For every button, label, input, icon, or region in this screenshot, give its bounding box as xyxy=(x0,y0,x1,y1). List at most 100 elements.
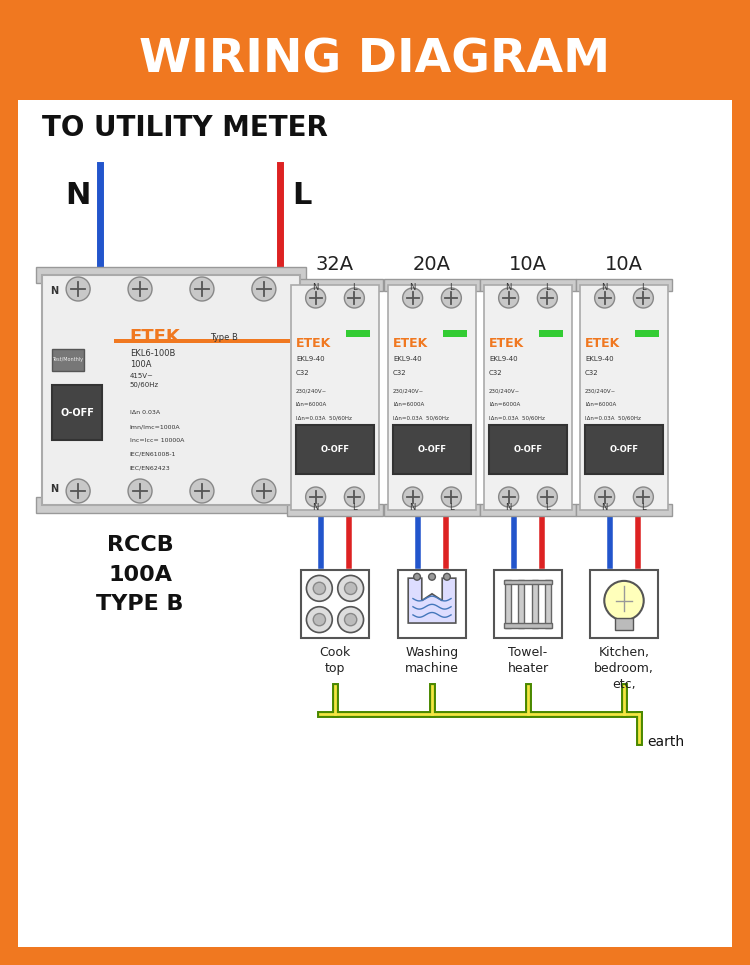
Bar xyxy=(503,623,553,628)
Circle shape xyxy=(595,288,615,308)
Bar xyxy=(585,425,663,474)
Text: L: L xyxy=(641,283,646,291)
Text: IEC/EN61008-1: IEC/EN61008-1 xyxy=(130,452,176,456)
Text: 20A: 20A xyxy=(413,256,451,274)
Text: EKL9-40: EKL9-40 xyxy=(393,356,422,362)
Text: ETEK: ETEK xyxy=(489,337,524,350)
Circle shape xyxy=(66,479,90,503)
Circle shape xyxy=(604,581,644,620)
Circle shape xyxy=(338,575,364,601)
Text: IΔn 0.03A: IΔn 0.03A xyxy=(130,410,160,416)
Text: IΔn=0.03A  50/60Hz: IΔn=0.03A 50/60Hz xyxy=(393,415,448,420)
Bar xyxy=(442,330,467,337)
Circle shape xyxy=(338,607,364,633)
Text: ETEK: ETEK xyxy=(585,337,620,350)
Text: IΔn=0.03A  50/60Hz: IΔn=0.03A 50/60Hz xyxy=(296,415,352,420)
Circle shape xyxy=(344,288,364,308)
Text: N: N xyxy=(602,504,608,512)
Text: EKL6-100B: EKL6-100B xyxy=(130,348,175,358)
Text: N: N xyxy=(506,283,512,291)
Text: WIRING DIAGRAM: WIRING DIAGRAM xyxy=(140,38,610,82)
Text: Washing
machine: Washing machine xyxy=(405,646,459,675)
Circle shape xyxy=(443,573,450,580)
Text: L: L xyxy=(292,180,312,209)
Text: EKL9-40: EKL9-40 xyxy=(489,356,518,362)
Text: TO UTILITY METER: TO UTILITY METER xyxy=(42,114,328,142)
Bar xyxy=(489,425,567,474)
Text: IΔn=6000A: IΔn=6000A xyxy=(489,401,520,407)
Circle shape xyxy=(190,479,214,503)
Circle shape xyxy=(66,277,90,301)
Text: N: N xyxy=(313,504,319,512)
Text: IΔn=6000A: IΔn=6000A xyxy=(393,401,424,407)
Text: IEC/EN62423: IEC/EN62423 xyxy=(130,466,170,471)
Text: L: L xyxy=(449,283,454,291)
Text: L: L xyxy=(545,504,550,512)
Bar xyxy=(18,18,732,100)
Bar xyxy=(52,385,102,440)
Polygon shape xyxy=(408,578,456,623)
Text: Towel-
heater: Towel- heater xyxy=(508,646,548,675)
Text: Type B: Type B xyxy=(210,333,238,342)
Text: L: L xyxy=(352,504,357,512)
Text: IΔn=6000A: IΔn=6000A xyxy=(296,401,327,407)
Bar xyxy=(114,340,290,344)
Bar xyxy=(532,580,538,628)
Text: O-OFF: O-OFF xyxy=(418,445,446,454)
Bar xyxy=(384,504,480,516)
Text: C32: C32 xyxy=(585,370,598,375)
Bar xyxy=(287,504,383,516)
Circle shape xyxy=(441,288,461,308)
Text: N: N xyxy=(410,504,416,512)
Bar xyxy=(296,425,374,474)
Text: Inc=Icc= 10000A: Inc=Icc= 10000A xyxy=(130,438,184,443)
Circle shape xyxy=(441,487,461,507)
Circle shape xyxy=(633,288,653,308)
Circle shape xyxy=(414,573,421,580)
Circle shape xyxy=(537,288,557,308)
Text: 230/240V~: 230/240V~ xyxy=(296,388,327,394)
Bar xyxy=(545,580,551,628)
Bar xyxy=(484,285,572,510)
Text: Imn/Imc=1000A: Imn/Imc=1000A xyxy=(130,425,180,429)
Text: IΔn=0.03A  50/60Hz: IΔn=0.03A 50/60Hz xyxy=(489,415,544,420)
Text: IΔn=6000A: IΔn=6000A xyxy=(585,401,616,407)
Text: 50/60Hz: 50/60Hz xyxy=(130,382,159,388)
Text: 100A: 100A xyxy=(130,360,152,370)
Circle shape xyxy=(306,288,326,308)
Circle shape xyxy=(344,487,364,507)
Text: 230/240V~: 230/240V~ xyxy=(489,388,520,394)
Circle shape xyxy=(307,575,332,601)
Bar xyxy=(287,279,383,291)
Text: 10A: 10A xyxy=(605,256,643,274)
Text: Test/Monthly: Test/Monthly xyxy=(53,357,83,362)
Bar xyxy=(36,267,306,283)
Text: N: N xyxy=(50,484,58,494)
Bar xyxy=(580,285,668,510)
Circle shape xyxy=(403,487,423,507)
Circle shape xyxy=(537,487,557,507)
Bar xyxy=(346,330,370,337)
Circle shape xyxy=(252,277,276,301)
Circle shape xyxy=(499,288,519,308)
Text: L: L xyxy=(352,283,357,291)
Bar xyxy=(384,279,480,291)
Text: RCCB
100A
TYPE B: RCCB 100A TYPE B xyxy=(96,535,184,614)
Bar xyxy=(291,285,379,510)
Text: L: L xyxy=(545,283,550,291)
Circle shape xyxy=(252,479,276,503)
Text: C32: C32 xyxy=(296,370,310,375)
Bar xyxy=(393,425,471,474)
Text: N: N xyxy=(410,283,416,291)
Circle shape xyxy=(344,582,357,594)
Text: N: N xyxy=(506,504,512,512)
Bar xyxy=(518,580,524,628)
Text: O-OFF: O-OFF xyxy=(514,445,542,454)
Text: earth: earth xyxy=(647,735,684,749)
Bar xyxy=(634,330,659,337)
Text: N: N xyxy=(602,283,608,291)
Circle shape xyxy=(595,487,615,507)
Text: C32: C32 xyxy=(393,370,406,375)
Circle shape xyxy=(499,487,519,507)
Circle shape xyxy=(344,614,357,625)
